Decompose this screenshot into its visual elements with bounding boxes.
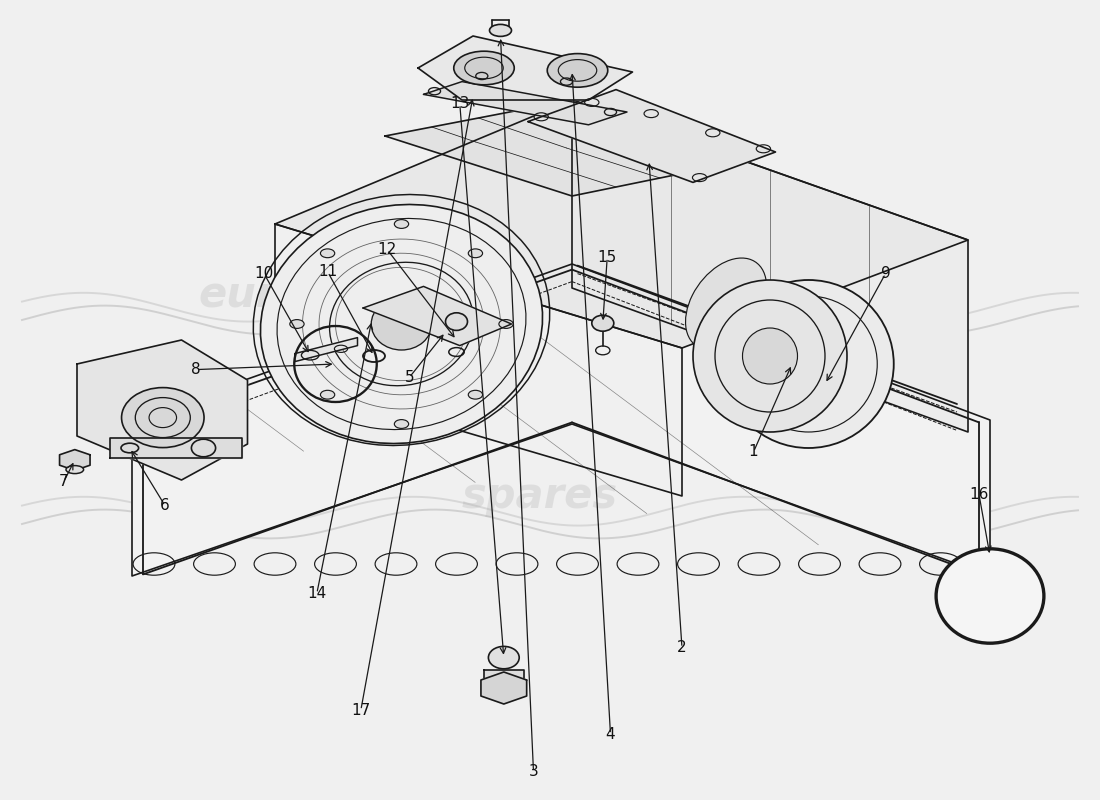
Polygon shape: [59, 450, 90, 470]
Polygon shape: [275, 224, 682, 496]
Polygon shape: [77, 340, 248, 480]
Text: 13: 13: [450, 97, 470, 111]
Text: spares: spares: [462, 275, 618, 317]
Polygon shape: [385, 100, 748, 196]
Ellipse shape: [469, 390, 483, 399]
Ellipse shape: [320, 390, 334, 399]
Polygon shape: [484, 670, 524, 690]
Polygon shape: [572, 100, 968, 432]
Text: 8: 8: [191, 362, 200, 377]
Ellipse shape: [693, 280, 847, 432]
Text: 12: 12: [377, 242, 397, 257]
Ellipse shape: [261, 205, 542, 443]
Ellipse shape: [490, 24, 512, 36]
Text: 7: 7: [59, 474, 68, 489]
Text: 17: 17: [351, 703, 371, 718]
Ellipse shape: [724, 280, 893, 448]
Polygon shape: [528, 90, 776, 182]
Polygon shape: [418, 36, 632, 100]
Ellipse shape: [773, 338, 855, 430]
Ellipse shape: [936, 549, 1044, 643]
Text: 16: 16: [969, 487, 989, 502]
Ellipse shape: [488, 646, 519, 669]
Polygon shape: [132, 264, 990, 576]
Text: 10: 10: [254, 266, 274, 281]
Polygon shape: [295, 338, 358, 362]
Ellipse shape: [446, 313, 468, 330]
Text: 3: 3: [529, 765, 538, 779]
Ellipse shape: [469, 249, 483, 258]
Ellipse shape: [121, 388, 204, 448]
Ellipse shape: [548, 54, 607, 87]
Text: 2: 2: [678, 641, 686, 655]
Text: 14: 14: [307, 586, 327, 601]
Ellipse shape: [66, 466, 84, 474]
Polygon shape: [424, 82, 627, 125]
Polygon shape: [110, 438, 242, 458]
Text: 4: 4: [606, 727, 615, 742]
Ellipse shape: [320, 249, 334, 258]
Text: 5: 5: [405, 370, 414, 385]
Text: 6: 6: [161, 498, 169, 513]
Polygon shape: [275, 100, 968, 348]
Text: spares: spares: [462, 475, 618, 517]
Text: euro: euro: [198, 275, 305, 317]
Ellipse shape: [592, 315, 614, 331]
Ellipse shape: [499, 319, 514, 328]
Text: 11: 11: [318, 265, 338, 279]
Ellipse shape: [453, 51, 515, 85]
Text: 1: 1: [749, 445, 758, 459]
Ellipse shape: [685, 258, 767, 350]
Ellipse shape: [394, 219, 409, 229]
Polygon shape: [481, 672, 527, 704]
Polygon shape: [363, 286, 512, 346]
Text: 15: 15: [597, 250, 617, 265]
Ellipse shape: [372, 298, 431, 350]
Ellipse shape: [289, 319, 304, 328]
Ellipse shape: [742, 328, 797, 384]
Text: euro: euro: [198, 475, 305, 517]
Text: 9: 9: [881, 266, 890, 281]
Ellipse shape: [729, 298, 811, 390]
Ellipse shape: [394, 419, 409, 429]
